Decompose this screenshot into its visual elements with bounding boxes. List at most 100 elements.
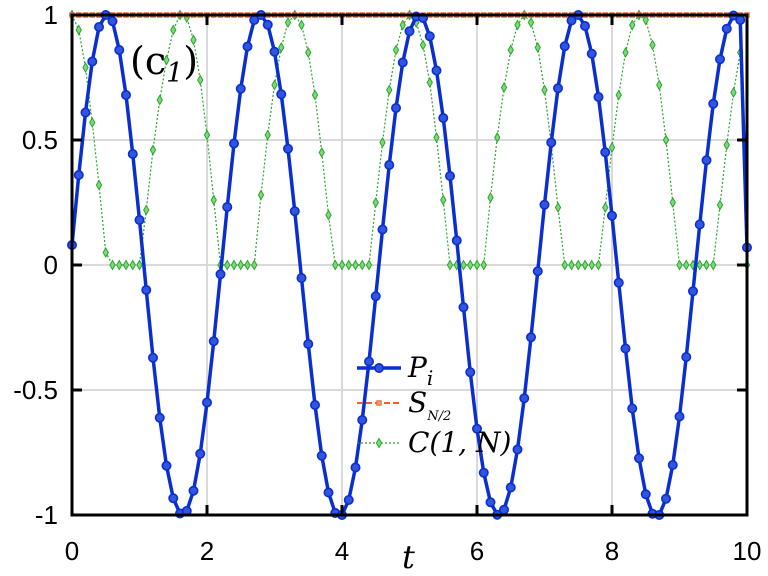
data-point: [525, 332, 536, 343]
data-point: [588, 259, 595, 271]
data-point: [694, 219, 705, 230]
data-point: [500, 82, 508, 93]
data-point: [195, 448, 206, 459]
data-point: [229, 138, 240, 149]
data-point: [514, 19, 521, 31]
panel-label-open: (c: [130, 39, 166, 83]
data-point: [606, 210, 617, 221]
data-point: [122, 259, 130, 271]
data-point: [82, 62, 89, 73]
data-point: [262, 19, 273, 30]
data-point: [642, 14, 649, 26]
data-point: [485, 497, 496, 508]
data-point: [404, 26, 415, 37]
x-axis-label: t: [402, 538, 415, 576]
data-point: [703, 259, 710, 271]
x-tick-label: 6: [470, 536, 484, 566]
data-point: [251, 259, 258, 271]
data-point: [136, 259, 143, 271]
data-point: [458, 302, 469, 313]
data-point: [242, 41, 253, 52]
data-point: [107, 16, 118, 27]
data-point: [163, 54, 170, 66]
legend-entry-1: SN/2: [357, 386, 451, 424]
data-point: [633, 453, 644, 464]
data-point: [203, 129, 211, 141]
data-point: [338, 259, 346, 271]
data-point: [701, 155, 712, 166]
data-point: [595, 259, 602, 271]
data-point: [75, 24, 82, 36]
data-point: [480, 259, 487, 271]
data-point: [359, 259, 366, 271]
data-point: [278, 42, 285, 53]
data-point: [149, 144, 157, 156]
data-point: [298, 19, 305, 31]
data-point: [714, 54, 725, 65]
data-point: [446, 259, 454, 271]
data-point: [134, 215, 145, 226]
data-point: [208, 336, 219, 347]
data-point: [121, 90, 132, 101]
data-point: [148, 352, 159, 363]
data-point: [271, 79, 278, 91]
y-tick-label: -1: [35, 500, 58, 530]
data-point: [399, 19, 406, 31]
data-point: [473, 259, 481, 271]
y-tick-label: 0.5: [22, 125, 58, 155]
data-point: [350, 462, 361, 473]
data-point: [257, 189, 265, 201]
data-point: [141, 284, 152, 295]
data-point: [373, 362, 384, 373]
data-point: [559, 41, 570, 52]
data-point: [318, 147, 325, 158]
data-point: [419, 39, 427, 51]
data-point: [375, 437, 383, 449]
data-point: [608, 142, 616, 153]
legend-label: SN/2: [408, 386, 451, 424]
data-point: [305, 47, 312, 58]
data-point: [681, 351, 692, 362]
data-point: [735, 15, 746, 25]
data-point: [215, 269, 226, 280]
data-point: [276, 89, 287, 100]
data-point: [95, 179, 103, 191]
data-point: [579, 20, 590, 31]
data-point: [376, 400, 382, 406]
data-point: [602, 202, 609, 213]
data-point: [116, 259, 123, 271]
data-point: [377, 224, 388, 235]
data-point: [230, 259, 238, 271]
data-point: [600, 147, 611, 158]
data-point: [649, 39, 656, 51]
data-point: [87, 56, 98, 67]
tick-labels: 0 2 4 6 8 10 -1 -0.5 0 0.5 1: [13, 0, 761, 566]
data-point: [210, 194, 217, 206]
data-point: [235, 83, 246, 94]
data-point: [575, 259, 582, 271]
data-point: [154, 412, 165, 423]
data-point: [390, 103, 401, 114]
data-point: [561, 259, 568, 271]
data-point: [424, 31, 435, 42]
data-point: [431, 65, 442, 76]
panel-label-close: ): [183, 39, 198, 83]
y-tick-label: 1: [44, 0, 58, 30]
data-point: [129, 259, 136, 271]
data-point: [197, 74, 204, 86]
data-point: [487, 192, 494, 203]
data-point: [127, 149, 138, 160]
data-point: [723, 139, 730, 151]
x-tick-label: 10: [733, 536, 762, 566]
data-point: [343, 494, 354, 505]
data-point: [282, 143, 293, 154]
data-point: [89, 117, 96, 128]
data-point: [352, 259, 359, 271]
data-point: [284, 17, 292, 28]
data-point: [143, 204, 150, 216]
data-point: [451, 235, 462, 246]
data-point: [498, 504, 509, 515]
data-point: [296, 272, 307, 283]
data-point: [269, 46, 280, 57]
